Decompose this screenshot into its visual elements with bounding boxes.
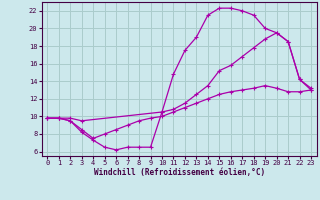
X-axis label: Windchill (Refroidissement éolien,°C): Windchill (Refroidissement éolien,°C) [94,168,265,177]
